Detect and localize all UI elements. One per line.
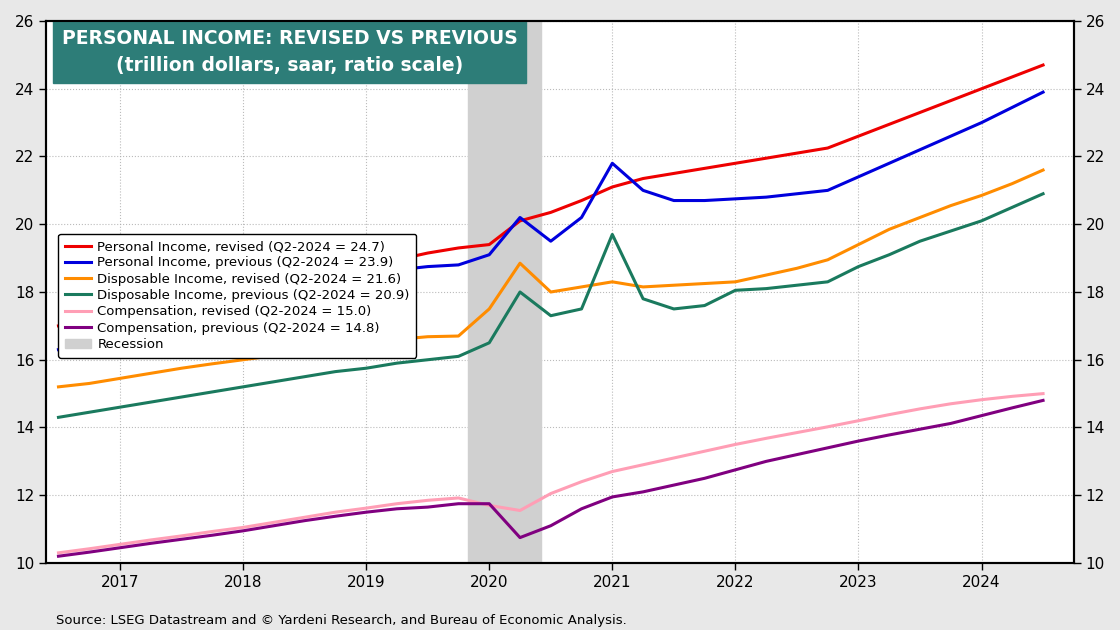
Text: PERSONAL INCOME: REVISED VS PREVIOUS
(trillion dollars, saar, ratio scale): PERSONAL INCOME: REVISED VS PREVIOUS (tr…: [62, 29, 517, 74]
Legend: Personal Income, revised (Q2-2024 = 24.7), Personal Income, previous (Q2-2024 = : Personal Income, revised (Q2-2024 = 24.7…: [58, 234, 417, 358]
Bar: [468, 21, 541, 563]
Text: Source: LSEG Datastream and © Yardeni Research, and Bureau of Economic Analysis.: Source: LSEG Datastream and © Yardeni Re…: [56, 614, 627, 627]
